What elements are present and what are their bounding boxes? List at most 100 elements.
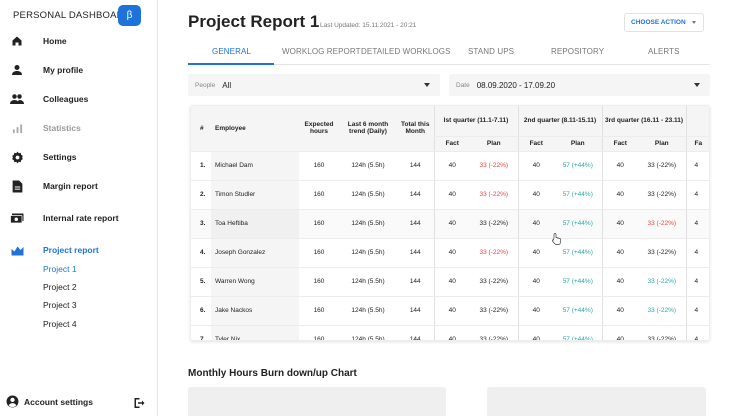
col-header-trend[interactable]: Last 6 month trend (Daily) (339, 106, 397, 152)
q2-fact: 40 (517, 238, 555, 268)
trend-value: 124h (5.5h) (339, 238, 397, 268)
table-row[interactable]: 2. Timon Studler 160 124h (5.5h) 144 40 33 (-2… (191, 180, 709, 210)
sidebar-item-settings[interactable]: Settings (10, 147, 77, 167)
tab-alerts[interactable]: ALERTS (648, 47, 680, 56)
people-filter-value: All (222, 80, 232, 90)
sidebar-item-project-report[interactable]: Project report (10, 240, 99, 260)
people-icon (10, 92, 24, 106)
col-header-q1: Ist quarter (11.1-7.11) (433, 106, 519, 137)
table-row[interactable]: 3. Toa Heftiba 160 124h (5.5h) 144 40 33 (-22%… (191, 209, 709, 239)
sidebar-item-colleagues[interactable]: Colleagues (10, 89, 88, 109)
table-row[interactable]: 5. Warren Wong 160 124h (5.5h) 144 40 33 (-22%… (191, 267, 709, 297)
tab-worklog-report[interactable]: WORKLOG REPORT (282, 47, 361, 56)
col-header-q2-fact: Fact (517, 136, 555, 152)
q3-plan: 33 (-22%) (638, 209, 687, 239)
tab-detailed-worklogs[interactable]: DETAILED WORKLOGS (361, 47, 451, 56)
q1-fact: 40 (433, 267, 470, 297)
sidebar-item-label: Margin report (43, 181, 98, 191)
page-title: Project Report 1 (188, 12, 320, 31)
chart-section-title: Monthly Hours Burn down/up Chart (188, 368, 357, 379)
col-header-total[interactable]: Total this Month (397, 106, 434, 152)
bar-chart-icon (10, 121, 24, 135)
q3-fact: 40 (601, 296, 639, 326)
tab-repository[interactable]: REPOSITORY (551, 47, 605, 56)
choose-action-button[interactable]: CHOOSE ACTION (624, 13, 704, 32)
q2-fact: 40 (517, 267, 555, 297)
tab-general[interactable]: GENERAL (212, 47, 251, 56)
sidebar-item-label: My profile (43, 65, 84, 75)
total-month: 144 (397, 267, 434, 297)
sidebar-item-my-profile[interactable]: My profile (10, 60, 83, 80)
sidebar-subitem-project-2[interactable]: Project 2 (43, 282, 77, 292)
q3-plan: 33 (-22%) (638, 296, 687, 326)
q3-fact: 40 (601, 238, 639, 268)
total-month: 144 (397, 180, 434, 210)
q3-fact: 40 (601, 325, 639, 340)
date-filter-value: 08.09.2020 - 17.09.20 (476, 80, 556, 90)
q3-plan: 33 (-22%) (638, 267, 687, 297)
brand-title: PERSONAL DASHBOARD (13, 10, 131, 21)
q4-fact: 4 (685, 209, 709, 239)
expected-hours: 160 (299, 151, 339, 181)
col-header-employee[interactable]: Employee (211, 106, 299, 152)
col-header-expected[interactable]: Expected hours (299, 106, 339, 152)
expected-hours: 160 (299, 296, 339, 326)
trend-value: 124h (5.5h) (339, 209, 397, 239)
beta-badge[interactable]: β (118, 5, 141, 26)
q1-plan: 33 (-22%) (470, 296, 519, 326)
q3-fact: 40 (601, 267, 639, 297)
row-index: 4. (191, 238, 211, 268)
employee-name: Toa Heftiba (211, 209, 299, 239)
sidebar-item-statistics[interactable]: Statistics (10, 118, 81, 138)
person-icon (10, 63, 24, 77)
people-filter[interactable]: People All (188, 74, 440, 96)
col-header-q4 (685, 106, 709, 137)
q2-plan: 57 (+44%) (554, 180, 603, 210)
report-table: # Employee Expected hours Last 6 month t… (190, 105, 710, 341)
table-row[interactable]: 7. Tyler Nix 160 124h (5.5h) 144 40 33 (-22%) 4… (191, 325, 709, 340)
row-index: 6. (191, 296, 211, 326)
logout-icon[interactable] (133, 396, 145, 408)
q1-plan: 33 (-22%) (470, 180, 519, 210)
sidebar-item-label: Home (43, 36, 67, 46)
q2-fact: 40 (517, 151, 555, 181)
sidebar-subitem-project-3[interactable]: Project 3 (43, 300, 77, 310)
sidebar-subitem-project-4[interactable]: Project 4 (43, 319, 77, 329)
row-index: 2. (191, 180, 211, 210)
sidebar-item-home[interactable]: Home (10, 31, 67, 51)
sidebar-subitem-project-1[interactable]: Project 1 (43, 264, 77, 274)
trend-value: 124h (5.5h) (339, 325, 397, 340)
chevron-down-icon (694, 83, 700, 87)
sidebar-item-internal-rate-report[interactable]: Internal rate report (10, 208, 119, 228)
chevron-down-icon (424, 83, 430, 87)
tab-stand-ups[interactable]: STAND UPS (468, 47, 515, 56)
row-index: 1. (191, 151, 211, 181)
q2-fact: 40 (517, 180, 555, 210)
document-icon (10, 179, 24, 193)
expected-hours: 160 (299, 267, 339, 297)
employee-name: Michael Dam (211, 151, 299, 181)
table-row[interactable]: 4. Joseph Gonzalez 160 124h (5.5h) 144 40 33 (… (191, 238, 709, 268)
employee-name: Jake Nackos (211, 296, 299, 326)
choose-action-label: CHOOSE ACTION (631, 19, 686, 26)
total-month: 144 (397, 296, 434, 326)
q3-fact: 40 (601, 180, 639, 210)
date-filter[interactable]: Date 08.09.2020 - 17.09.20 (449, 74, 710, 96)
table-row[interactable]: 1. Michael Dam 160 124h (5.5h) 144 40 33 (-22%… (191, 151, 709, 181)
q2-plan: 57 (+44%) (554, 238, 603, 268)
q2-plan: 57 (+44%) (554, 325, 603, 340)
sidebar-item-margin-report[interactable]: Margin report (10, 176, 98, 196)
account-settings-link[interactable]: Account settings (6, 395, 93, 408)
trend-value: 124h (5.5h) (339, 180, 397, 210)
total-month: 144 (397, 151, 434, 181)
table-row[interactable]: 6. Jake Nackos 160 124h (5.5h) 144 40 33 (-22%… (191, 296, 709, 326)
row-index: 5. (191, 267, 211, 297)
trend-value: 124h (5.5h) (339, 296, 397, 326)
sidebar-item-label: Internal rate report (43, 213, 119, 223)
employee-name: Warren Wong (211, 267, 299, 297)
q1-plan: 33 (-22%) (470, 151, 519, 181)
account-circle-icon (6, 395, 19, 408)
expected-hours: 160 (299, 238, 339, 268)
col-header-q3: 3rd quarter (16.11 - 23.11) (601, 106, 687, 137)
q1-plan: 33 (-22%) (470, 325, 519, 340)
